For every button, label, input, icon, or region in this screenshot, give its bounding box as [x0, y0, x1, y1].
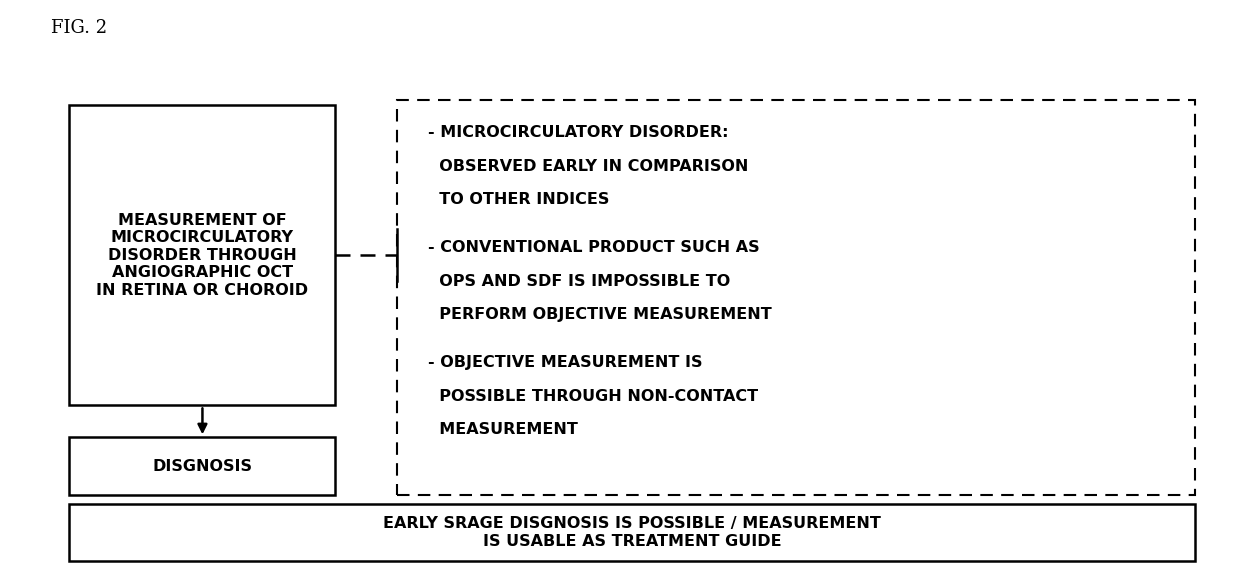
Bar [69, 503, 1195, 561]
Text: EARLY SRAGE DISGNOSIS IS POSSIBLE / MEASUREMENT
IS USABLE AS TREATMENT GUIDE: EARLY SRAGE DISGNOSIS IS POSSIBLE / MEAS… [383, 516, 882, 549]
Text: DISGNOSIS: DISGNOSIS [153, 459, 253, 473]
Bar [69, 437, 336, 495]
Bar [69, 106, 336, 405]
Text: - OBJECTIVE MEASUREMENT IS: - OBJECTIVE MEASUREMENT IS [428, 355, 703, 370]
Text: MEASUREMENT: MEASUREMENT [428, 422, 578, 437]
Text: MEASUREMENT OF
MICROCIRCULATORY
DISORDER THROUGH
ANGIOGRAPHIC OCT
IN RETINA OR C: MEASUREMENT OF MICROCIRCULATORY DISORDER… [97, 213, 309, 298]
Text: POSSIBLE THROUGH NON-CONTACT: POSSIBLE THROUGH NON-CONTACT [428, 389, 759, 404]
Text: OPS AND SDF IS IMPOSSIBLE TO: OPS AND SDF IS IMPOSSIBLE TO [428, 274, 730, 289]
Text: TO OTHER INDICES: TO OTHER INDICES [428, 193, 610, 208]
Text: - CONVENTIONAL PRODUCT SUCH AS: - CONVENTIONAL PRODUCT SUCH AS [428, 240, 760, 255]
Text: FIG. 2: FIG. 2 [51, 19, 107, 37]
Text: PERFORM OBJECTIVE MEASUREMENT: PERFORM OBJECTIVE MEASUREMENT [428, 307, 773, 322]
Text: - MICROCIRCULATORY DISORDER:: - MICROCIRCULATORY DISORDER: [428, 125, 729, 140]
Bar [397, 100, 1195, 495]
Text: OBSERVED EARLY IN COMPARISON: OBSERVED EARLY IN COMPARISON [428, 159, 749, 174]
